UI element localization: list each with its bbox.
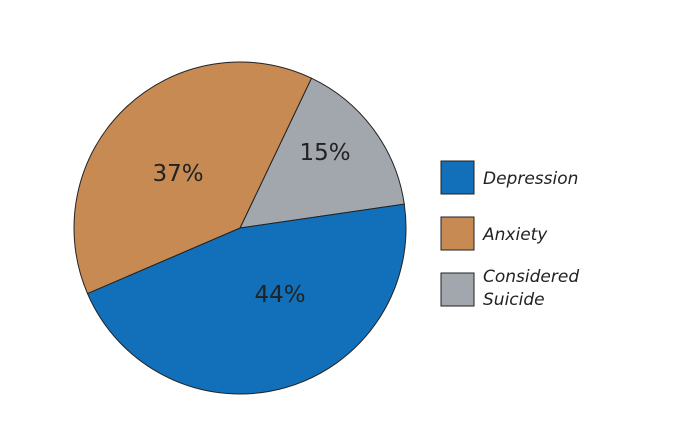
data-label: 15% <box>299 140 350 166</box>
data-label: 44% <box>254 282 305 308</box>
pie-slice-depression <box>86 203 407 395</box>
legend-label: Considered <box>483 267 579 287</box>
legend-label: Suicide <box>483 290 545 310</box>
pie-labels: 15% 44% 37% <box>152 140 350 308</box>
legend-label: Depression <box>483 169 578 189</box>
pie-slice-considered-suicide <box>239 77 405 229</box>
legend-swatch <box>440 272 475 307</box>
legend-swatch <box>440 160 475 195</box>
legend: Depression Anxiety Considered Suicide <box>440 160 579 310</box>
pie-slice-anxiety <box>73 61 313 295</box>
legend-label: Anxiety <box>482 225 548 245</box>
pie-slices <box>73 61 407 395</box>
legend-swatch <box>440 216 475 251</box>
data-label: 37% <box>152 161 203 187</box>
